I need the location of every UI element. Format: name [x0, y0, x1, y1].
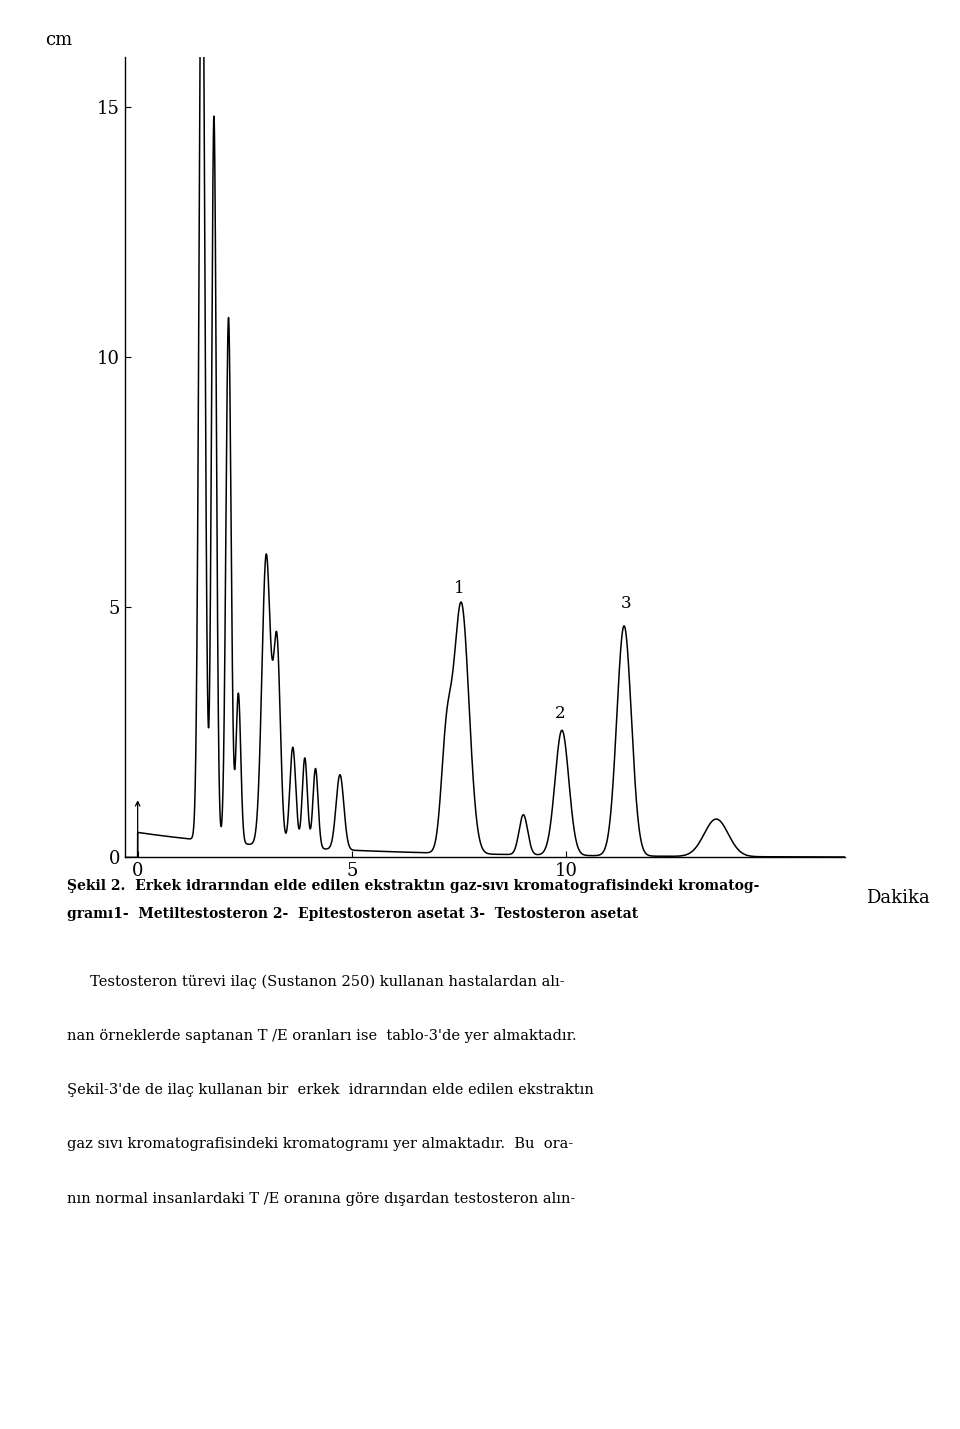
Text: Testosteron türevi ilaç (Sustanon 250) kullanan hastalardan alı-: Testosteron türevi ilaç (Sustanon 250) k… [67, 975, 564, 989]
Text: 3: 3 [621, 596, 632, 612]
Text: gramı1-  Metiltestosteron 2-  Epitestosteron asetat 3-  Testosteron asetat: gramı1- Metiltestosteron 2- Epitestoster… [67, 907, 638, 922]
Text: gaz sıvı kromatografisindeki kromatogramı yer almaktadır.  Bu  ora-: gaz sıvı kromatografisindeki kromatogram… [67, 1137, 573, 1152]
Text: cm: cm [46, 31, 73, 49]
Text: 1: 1 [454, 580, 465, 597]
Text: nan örneklerde saptanan T /E oranları ise  tablo-3'de yer almaktadır.: nan örneklerde saptanan T /E oranları is… [67, 1029, 577, 1043]
Text: Şekil 2.  Erkek idrarından elde edilen ekstraktın gaz-sıvı kromatografisindeki k: Şekil 2. Erkek idrarından elde edilen ek… [67, 879, 759, 893]
Text: 2: 2 [555, 706, 565, 722]
Text: Dakika: Dakika [867, 889, 930, 907]
Text: nın normal insanlardaki T /E oranına göre dışardan testosteron alın-: nın normal insanlardaki T /E oranına gör… [67, 1192, 576, 1206]
Text: Şekil-3'de de ilaç kullanan bir  erkek  idrarından elde edilen ekstraktın: Şekil-3'de de ilaç kullanan bir erkek id… [67, 1083, 594, 1097]
